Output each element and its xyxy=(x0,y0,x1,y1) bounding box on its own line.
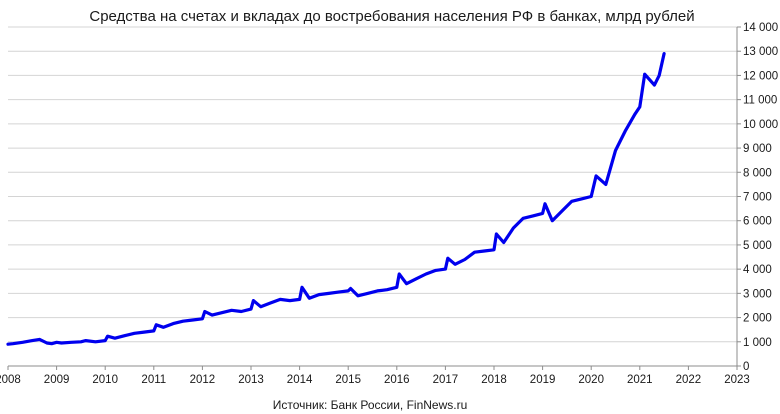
x-tick-label: 2008 xyxy=(0,374,21,386)
series-lines xyxy=(6,51,666,346)
gridlines xyxy=(8,26,737,367)
x-tick-label: 2023 xyxy=(724,374,750,386)
y-tick-label: 6 000 xyxy=(743,216,772,228)
x-tick-label: 2018 xyxy=(481,374,507,386)
x-tick-label: 2010 xyxy=(92,374,118,386)
x-tick-label: 2013 xyxy=(238,374,264,386)
x-tick-label: 2009 xyxy=(44,374,70,386)
axes xyxy=(7,26,741,370)
chart-title: Средства на счетах и вкладах до востребо… xyxy=(89,8,694,25)
series-line-0 xyxy=(6,51,666,346)
y-tick-label: 12 000 xyxy=(743,70,778,82)
y-tick-label: 3 000 xyxy=(743,288,772,300)
y-tick-label: 10 000 xyxy=(743,119,778,131)
x-tick-label: 2014 xyxy=(287,374,313,386)
y-tick-label: 13 000 xyxy=(743,46,778,58)
x-tick-label: 2015 xyxy=(335,374,361,386)
y-tick-label: 1 000 xyxy=(743,337,772,349)
x-tick-label: 2020 xyxy=(578,374,604,386)
source-note: Источник: Банк России, FinNews.ru xyxy=(273,398,468,412)
x-tick-label: 2012 xyxy=(190,374,216,386)
y-tick-label: 0 xyxy=(743,361,749,373)
x-tick-label: 2021 xyxy=(627,374,653,386)
x-axis-tick-labels: 2008 2009 2010 2011 2012 2013 2014 2015 2016 2017… xyxy=(0,374,750,386)
x-tick-label: 2017 xyxy=(433,374,459,386)
y-tick-label: 11 000 xyxy=(743,95,777,107)
y-tick-label: 2 000 xyxy=(743,313,772,325)
y-tick-label: 8 000 xyxy=(743,167,772,179)
y-tick-label: 7 000 xyxy=(743,192,772,204)
y-tick-label: 5 000 xyxy=(743,240,772,252)
y-tick-label: 9 000 xyxy=(743,143,772,155)
x-tick-label: 2019 xyxy=(530,374,556,386)
x-tick-label: 2022 xyxy=(676,374,702,386)
y-tick-label: 14 000 xyxy=(743,22,778,34)
y-tick-label: 4 000 xyxy=(743,264,772,276)
x-tick-label: 2011 xyxy=(141,374,166,386)
x-tick-label: 2016 xyxy=(384,374,410,386)
y-axis-tick-labels: 0 1 000 2 000 3 000 4 000 5 000 6 000 7 000 8 00… xyxy=(743,22,778,373)
